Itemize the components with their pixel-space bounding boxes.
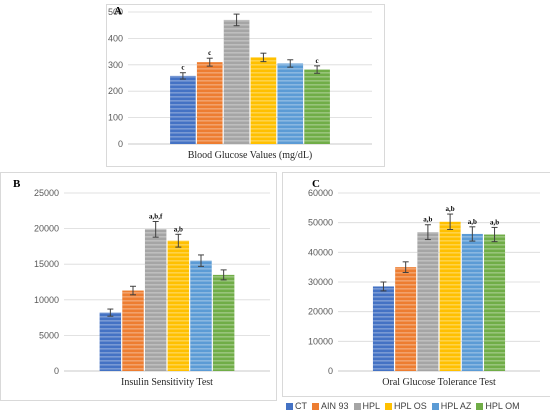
- significance-label: a,b: [468, 218, 477, 226]
- significance-label: a,b: [423, 216, 432, 224]
- panel-letter: C: [312, 178, 320, 190]
- x-axis-title: Insulin Sensitivity Test: [121, 377, 213, 388]
- legend-item-hpl-az: HPL AZ: [431, 401, 472, 411]
- chart-panel-c: 0 10000 20000 30000 40000 50000 60000 a,b a,b a,b…: [282, 172, 550, 397]
- y-tick-label: 0: [54, 366, 59, 376]
- error-bar: [107, 308, 114, 317]
- bar-texture: [167, 240, 190, 371]
- legend-label: CT: [295, 401, 307, 411]
- error-bar: [130, 285, 137, 296]
- error-bar: [287, 59, 294, 68]
- y-tick-label: 0: [328, 366, 333, 376]
- legend-label: HPL OM: [485, 401, 520, 411]
- y-tick-label: 15000: [34, 259, 59, 269]
- y-tick-label: 20000: [308, 307, 333, 317]
- bar-texture: [212, 274, 235, 371]
- panel-frame: [282, 172, 550, 397]
- error-bar: [424, 224, 431, 241]
- bar-texture: [190, 260, 212, 371]
- y-tick-label: 200: [108, 86, 123, 96]
- error-bar: [206, 57, 213, 67]
- legend-item-ct: CT: [286, 401, 307, 411]
- panel-letter: A: [114, 5, 122, 17]
- legend-label: HPL OS: [394, 401, 427, 411]
- bar-texture: [395, 267, 417, 371]
- bar-texture: [304, 69, 330, 144]
- error-bar: [179, 72, 186, 80]
- legend-label: HPL AZ: [440, 401, 472, 411]
- error-bar: [380, 281, 387, 292]
- bar-texture: [250, 57, 277, 144]
- legend-item-ain-93: AIN 93: [312, 401, 349, 411]
- legend-swatch: [431, 402, 439, 410]
- y-tick-label: 300: [108, 60, 123, 70]
- y-tick-label: 10000: [308, 336, 333, 346]
- bar-texture: [417, 232, 439, 371]
- significance-label: c: [316, 57, 319, 65]
- y-tick-label: 20000: [34, 224, 59, 234]
- error-bar: [491, 226, 498, 243]
- y-tick-label: 0: [118, 139, 123, 149]
- legend-swatch: [476, 402, 484, 410]
- bar-texture: [170, 75, 196, 144]
- chart-legend: CT AIN 93 HPL HPL OS HPL AZ HPL OM: [286, 399, 520, 413]
- legend-label: HPL: [362, 401, 381, 411]
- legend-item-hpl-os: HPL OS: [385, 401, 427, 411]
- y-tick-label: 50000: [308, 218, 333, 228]
- chart-panel-b: 0 5000 10000 15000 20000 25000 a,b,f a,b B Insuli…: [0, 172, 277, 401]
- error-bar: [402, 261, 409, 274]
- bar-texture: [277, 63, 304, 145]
- bar-texture: [122, 290, 144, 371]
- bar-texture: [439, 221, 461, 371]
- bar-texture: [223, 19, 250, 145]
- y-tick-label: 30000: [308, 277, 333, 287]
- y-tick-label: 60000: [308, 188, 333, 198]
- legend-swatch: [353, 402, 361, 410]
- y-tick-label: 10000: [34, 295, 59, 305]
- bar-texture: [372, 286, 394, 371]
- y-tick-label: 25000: [34, 188, 59, 198]
- error-bar: [469, 226, 476, 242]
- error-bar: [233, 13, 240, 27]
- error-bar: [447, 213, 454, 230]
- significance-label: a,b: [446, 205, 455, 213]
- panel-letter: B: [13, 178, 21, 190]
- error-bar: [197, 254, 204, 267]
- error-bar: [314, 65, 321, 74]
- y-tick-label: 100: [108, 113, 123, 123]
- bar-texture: [484, 234, 506, 371]
- significance-label: a,b: [490, 218, 499, 226]
- y-tick-label: 500: [108, 7, 123, 17]
- y-tick-label: 400: [108, 33, 123, 43]
- significance-label: a,b,f: [149, 212, 163, 220]
- y-tick-label: 40000: [308, 247, 333, 257]
- legend-swatch: [286, 402, 293, 410]
- significance-label: c: [208, 49, 211, 57]
- chart-panel-a: 0 100 200 300 400 500 c c c A Blood Glucose Values…: [106, 4, 385, 167]
- legend-item-hpl: HPL: [353, 401, 381, 411]
- error-bar: [152, 220, 159, 238]
- significance-label: a,b: [174, 225, 183, 233]
- error-bar: [260, 52, 267, 63]
- bar-texture: [144, 229, 167, 371]
- error-bar: [220, 269, 227, 281]
- legend-swatch: [312, 402, 319, 410]
- significance-label: c: [181, 64, 184, 72]
- legend-label: AIN 93: [321, 401, 349, 411]
- legend-item-hpl-om: HPL OM: [476, 401, 520, 411]
- y-tick-label: 5000: [39, 330, 59, 340]
- bar-texture: [196, 62, 223, 144]
- bar-texture: [99, 312, 122, 371]
- bar-texture: [461, 233, 483, 371]
- legend-swatch: [385, 402, 393, 410]
- x-axis-title: Blood Glucose Values (mg/dL): [188, 150, 313, 161]
- x-axis-title: Oral Glucose Tolerance Test: [382, 377, 496, 388]
- error-bar: [175, 233, 182, 248]
